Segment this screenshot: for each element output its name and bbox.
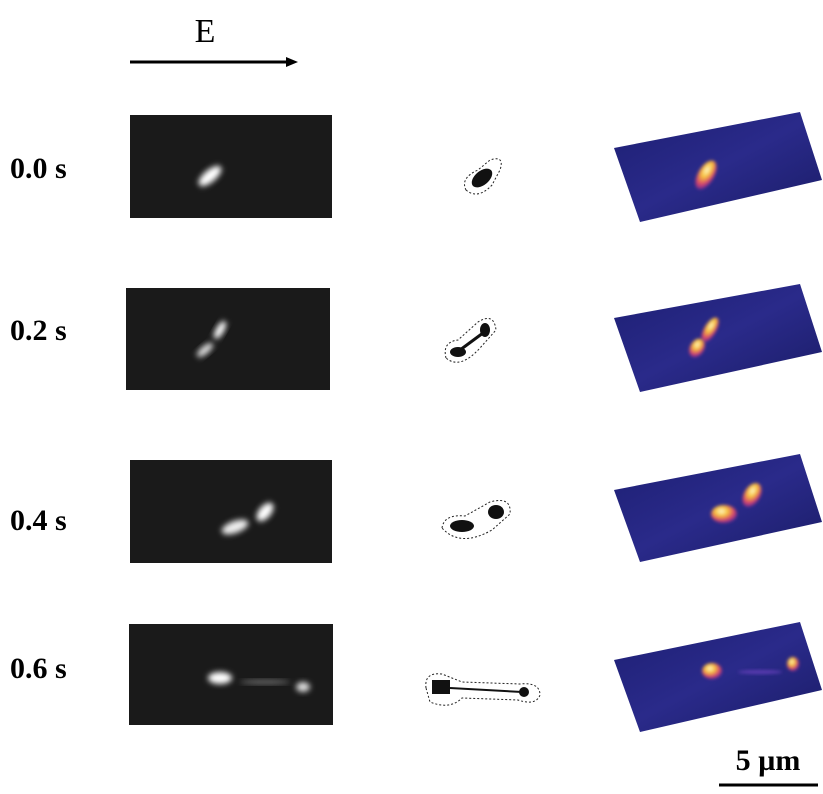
micrograph (130, 115, 332, 218)
surface-plot (614, 622, 822, 732)
arrow-head (286, 57, 298, 67)
time-label: 0.0 s (10, 152, 67, 185)
micrograph (126, 288, 330, 390)
time-label: 0.6 s (10, 652, 67, 685)
field-label: E (195, 13, 216, 50)
surface-plot (614, 112, 822, 222)
outline-sketch (465, 159, 502, 194)
outline-sketch (442, 501, 510, 539)
surface-plot (614, 284, 822, 392)
outline-sketch (445, 318, 496, 362)
micrograph (129, 624, 333, 725)
micrograph (130, 460, 332, 563)
scale-bar-label: 5 µm (736, 744, 801, 777)
time-label: 0.2 s (10, 314, 67, 347)
time-label: 0.4 s (10, 504, 67, 537)
outline-sketch (426, 674, 540, 705)
surface-plot (614, 454, 822, 562)
figure: E 0.0 s 0.2 s 0.4 s 0.6 s (0, 0, 823, 794)
